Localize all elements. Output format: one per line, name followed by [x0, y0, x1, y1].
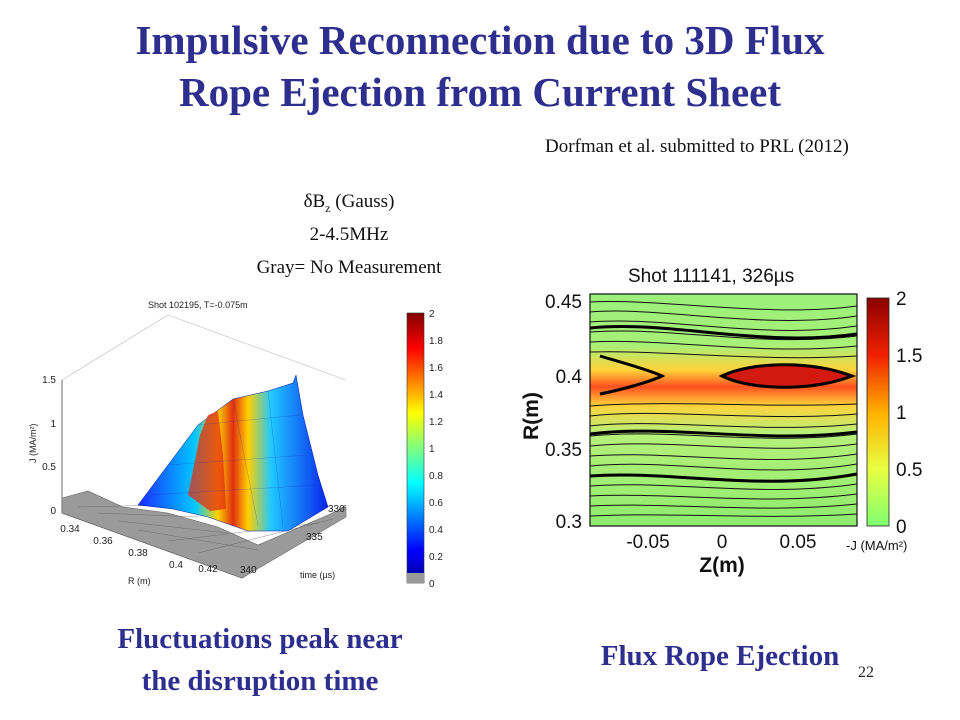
note-unit: (Gauss): [330, 191, 395, 212]
r-axis-label: R(m): [520, 392, 543, 440]
surface-plot: Shot 102195, T=-0.075m 1.5 1 0.5 0 J (MA…: [28, 300, 443, 590]
r-tick: 0.36: [93, 536, 113, 547]
colorbar-tick: 0: [896, 517, 907, 538]
gray-colorbar-band: [407, 573, 424, 583]
left-note-line-2: 2-4.5MHz: [309, 224, 389, 245]
r-tick: 0.3: [556, 512, 582, 533]
right-colorbar: [866, 297, 890, 527]
citation: Dorfman et al. submitted to PRL (2012): [545, 136, 849, 157]
title-line-2: Rope Ejection from Current Sheet: [179, 69, 781, 115]
z-tick: 0: [50, 506, 56, 517]
z-tick: 0.05: [780, 532, 817, 553]
contour-lines: [589, 300, 858, 517]
time-tick: 335: [306, 532, 323, 543]
contour-field: [590, 294, 857, 526]
r-tick: 0.45: [545, 292, 582, 313]
colorbar-tick: 1.8: [429, 336, 443, 347]
left-note-line-3: Gray= No Measurement: [256, 257, 442, 278]
colorbar-tick: 0.8: [429, 471, 443, 482]
title-line-1: Impulsive Reconnection due to 3D Flux: [135, 17, 825, 63]
r-tick: 0.4: [169, 560, 183, 571]
z-tick: 0: [717, 532, 728, 553]
z-tick: 0.5: [42, 462, 56, 473]
colorbar-tick: 1.2: [429, 417, 443, 428]
z-tick: 1: [50, 419, 56, 430]
z-tick: -0.05: [626, 532, 669, 553]
colorbar-tick: 0.5: [896, 460, 922, 481]
right-caption: Flux Rope Ejection: [600, 640, 840, 672]
red-ridge: [188, 411, 226, 511]
contour-frame: [589, 293, 858, 527]
note-symbol: δB: [303, 191, 326, 212]
gray-floor: [61, 490, 347, 579]
r-tick: 0.35: [545, 440, 582, 461]
left-colorbar: [406, 312, 425, 584]
colorbar-tick: 1.6: [429, 363, 443, 374]
colorbar-tick: 2: [896, 289, 907, 310]
thick-contours: [589, 325, 858, 483]
z-axis-label: J (MA/m²): [28, 424, 38, 464]
time-tick: 340: [240, 565, 257, 576]
back-edge-2: [167, 314, 347, 381]
left-caption-line-1: Fluctuations peak near: [117, 623, 403, 655]
left-caption: Fluctuations peak near the disruption ti…: [40, 618, 480, 702]
page-number: 22: [858, 664, 874, 681]
colorbar-tick: 2: [429, 309, 435, 320]
time-tick: 330: [328, 504, 345, 515]
time-axis-label: time (µs): [300, 570, 335, 580]
colored-surface: [137, 374, 329, 532]
slide-title: Impulsive Reconnection due to 3D Flux Ro…: [0, 14, 960, 118]
r-tick: 0.34: [60, 524, 80, 535]
surface-mesh: [147, 390, 319, 528]
colorbar-tick: 1.5: [896, 346, 922, 367]
note-subscript: z: [325, 200, 331, 215]
r-tick: 0.4: [556, 367, 583, 388]
r-tick: 0.38: [128, 548, 148, 559]
back-edge: [61, 314, 169, 381]
colorbar-tick: 0.2: [429, 552, 443, 563]
colorbar-tick: 0.4: [429, 525, 443, 536]
r-tick: 0.42: [198, 564, 218, 575]
left-caption-line-2: the disruption time: [141, 665, 379, 697]
z-axis-label: Z(m): [699, 554, 745, 577]
colorbar-tick: 0.6: [429, 498, 443, 509]
r-axis-label: R (m): [128, 576, 151, 586]
colorbar-tick: 1: [896, 403, 907, 424]
z-tick: 1.5: [42, 375, 56, 386]
surface-title: Shot 102195, T=-0.075m: [148, 300, 248, 310]
colorbar-tick: 1: [429, 444, 435, 455]
contour-title: Shot 111141, 326µs: [628, 266, 794, 287]
left-note-line-1: δBz (Gauss): [214, 191, 484, 216]
colorbar-tick: 1.4: [429, 390, 443, 401]
colorbar-label: -J (MA/m²): [846, 538, 907, 553]
contour-plot: Shot 111141, 326µs 0.45 0.4 0.35 0.3: [520, 266, 922, 577]
colorbar-tick: 0: [429, 579, 435, 590]
